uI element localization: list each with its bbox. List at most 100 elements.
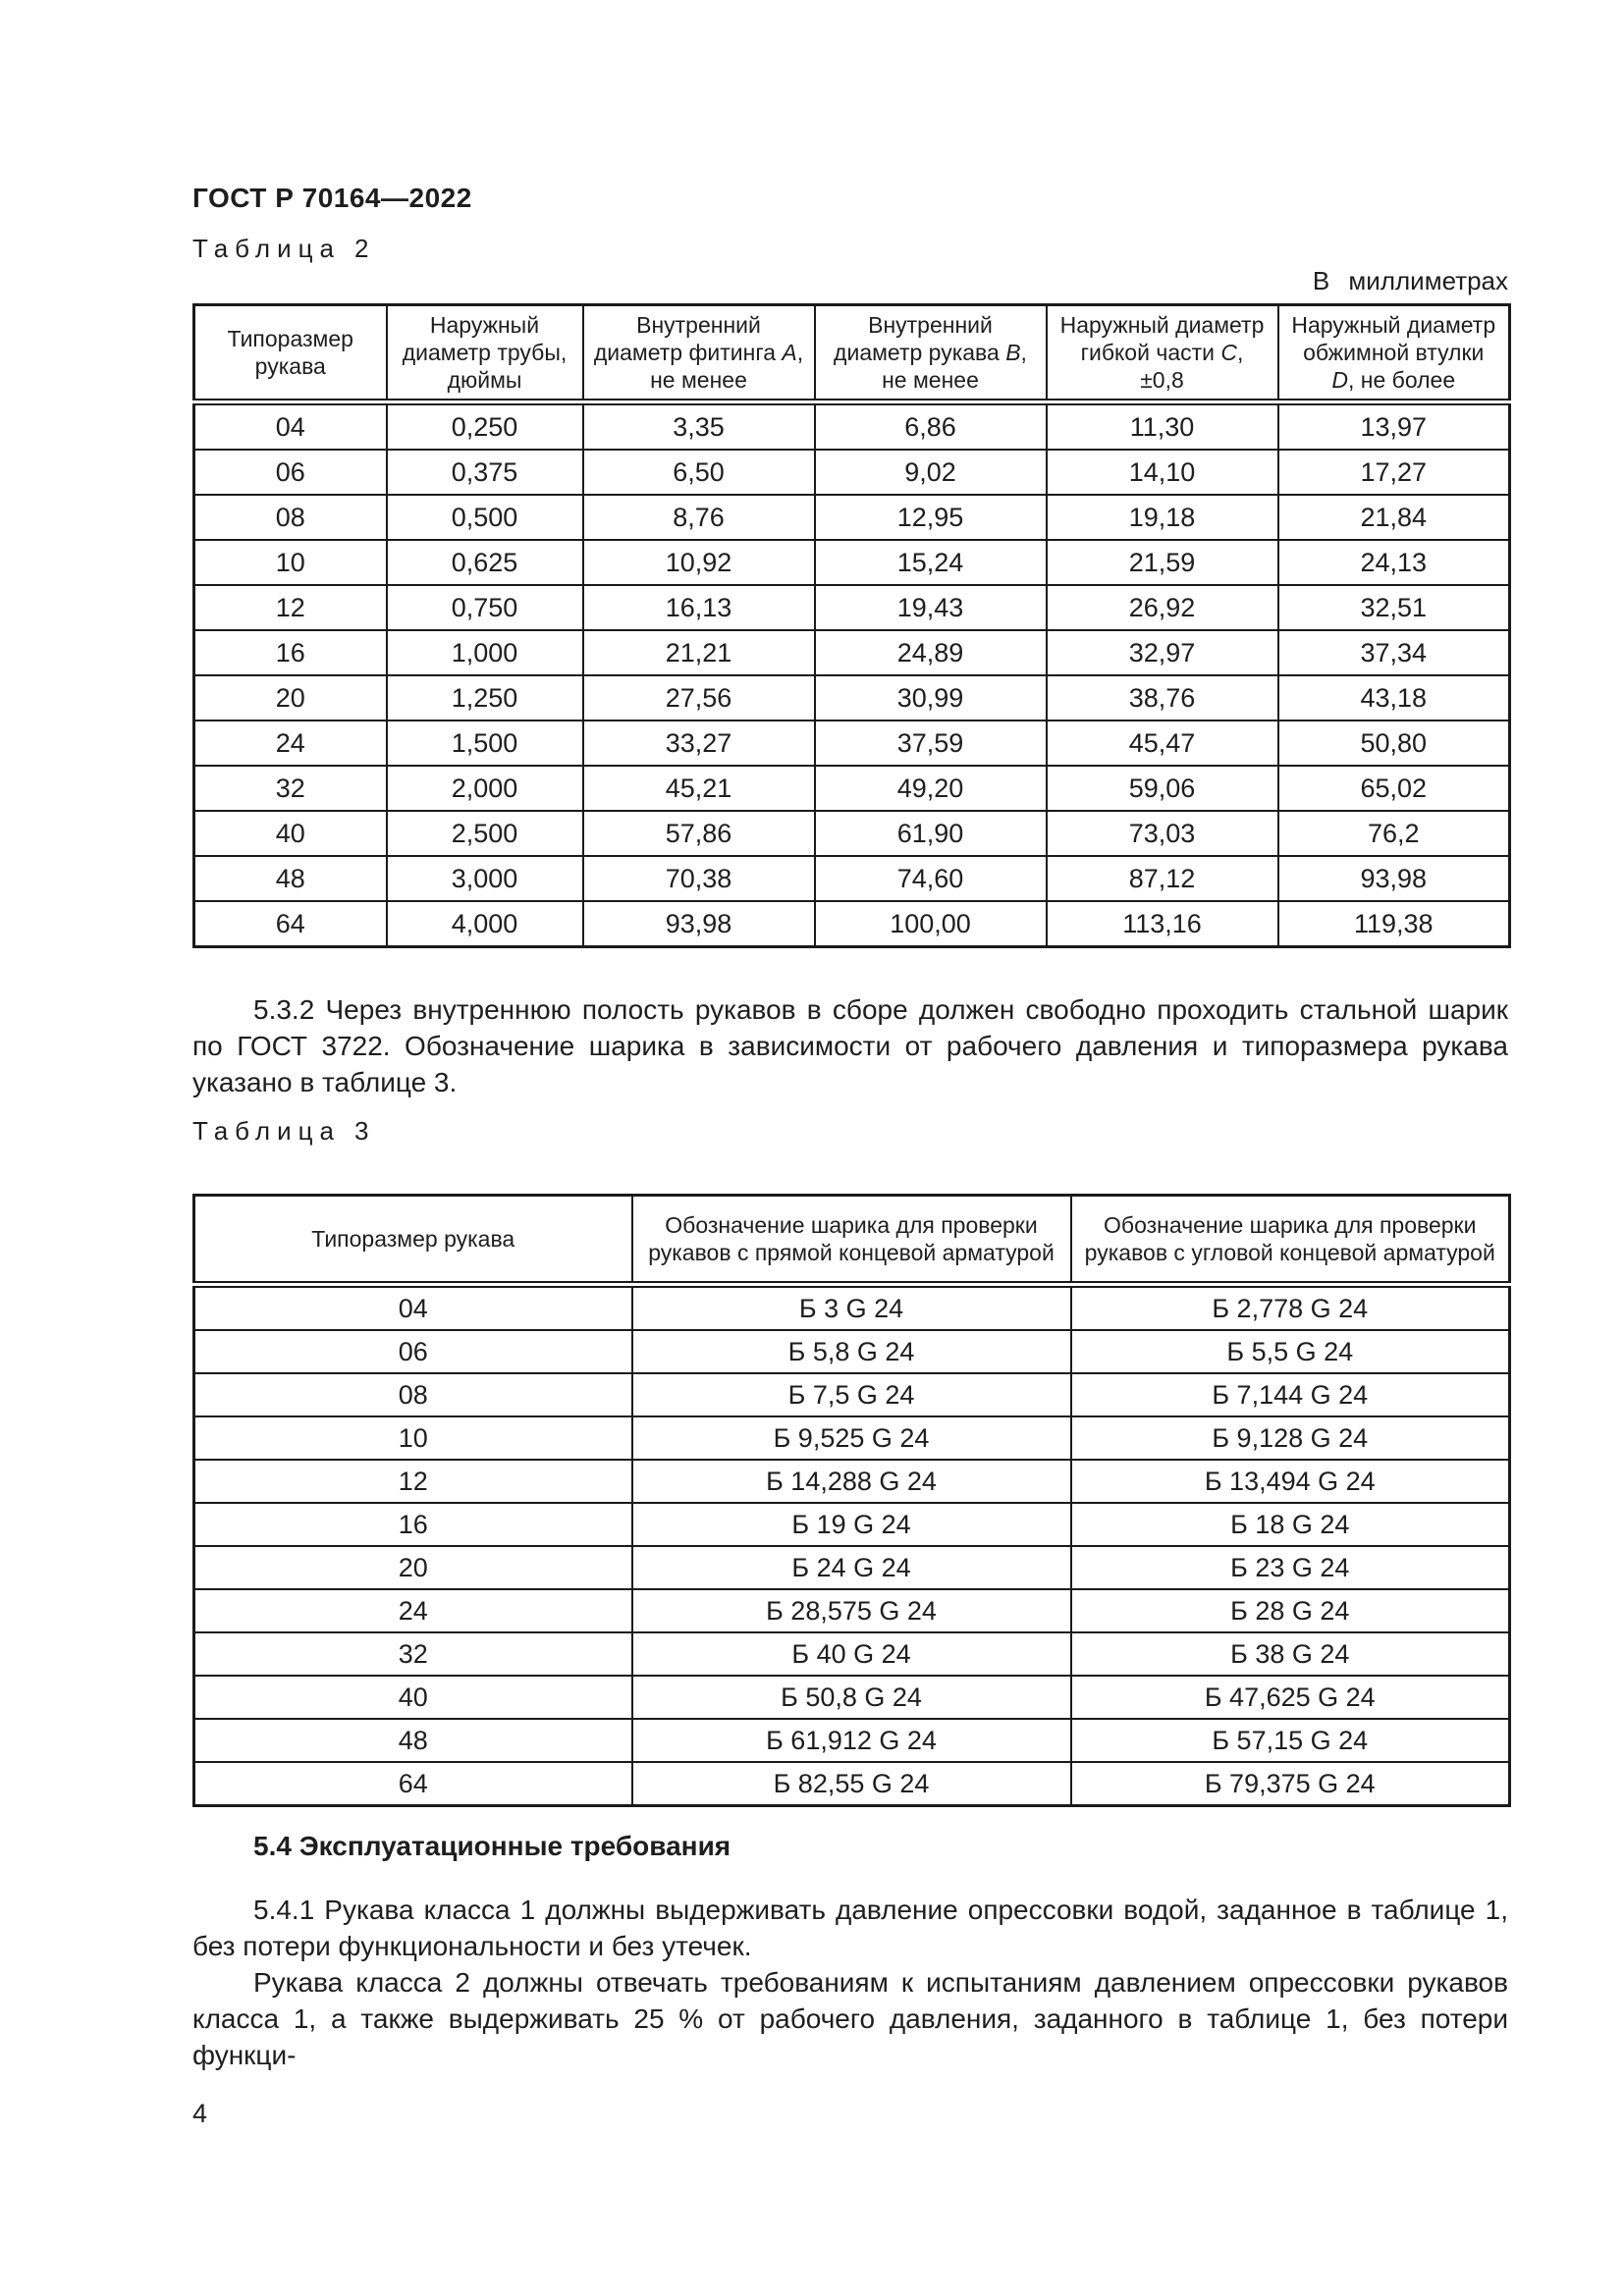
table-cell: 19,43 xyxy=(813,584,1048,631)
table-cell: 33,27 xyxy=(581,720,816,767)
table-cell: 0,500 xyxy=(385,494,584,541)
table-cell: Б 5,8 G 24 xyxy=(630,1329,1072,1374)
table-cell: 08 xyxy=(192,1372,633,1417)
column-header: Типоразмер рукава xyxy=(192,1194,633,1288)
table3-caption-word: Таблица xyxy=(192,1116,341,1146)
table-2-header-row: Типоразмер рукава Наружный диаметр трубы,… xyxy=(192,303,1511,405)
header-text: Типоразмер рукава xyxy=(227,326,353,379)
table-cell: 21,21 xyxy=(581,629,816,676)
table-cell: 32 xyxy=(192,765,388,812)
table3-caption-number: 3 xyxy=(353,1116,369,1146)
table-cell: 24 xyxy=(192,720,388,767)
table-row: 48 Б 61,912 G 24 Б 57,15 G 24 xyxy=(192,1718,1511,1763)
table-cell: 0,375 xyxy=(385,449,584,496)
table-row: 24 1,500 33,27 37,59 45,47 50,80 xyxy=(192,720,1511,767)
table-cell: 37,59 xyxy=(813,720,1048,767)
column-header: Обозначение шарика для проверки рукавов … xyxy=(1069,1194,1511,1288)
header-text: Наружный диаметр гибкой части xyxy=(1059,312,1265,365)
table-cell: Б 28,575 G 24 xyxy=(630,1588,1072,1633)
table-cell: 43,18 xyxy=(1276,674,1511,721)
table-cell: 93,98 xyxy=(1276,855,1511,902)
table-cell: Б 3 G 24 xyxy=(630,1283,1072,1331)
table-cell: 4,000 xyxy=(385,900,584,948)
table-row: 04 0,250 3,35 6,86 11,30 13,97 xyxy=(192,400,1511,451)
paragraph-5-4-1: 5.4.1 Рукава класса 1 должны выдерживать… xyxy=(192,1895,1508,1961)
dimension-letter: C xyxy=(1220,340,1238,365)
table-cell: Б 40 G 24 xyxy=(630,1631,1072,1677)
table-row: 20 Б 24 G 24 Б 23 G 24 xyxy=(192,1545,1511,1590)
table-cell: Б 14,288 G 24 xyxy=(630,1459,1072,1504)
table-cell: 14,10 xyxy=(1045,449,1279,496)
table-cell: 119,38 xyxy=(1276,900,1511,948)
table-cell: Б 2,778 G 24 xyxy=(1069,1283,1511,1331)
table-cell: Б 5,5 G 24 xyxy=(1069,1329,1511,1374)
table2-caption: Таблица 2 xyxy=(192,234,1508,264)
table-cell: 0,250 xyxy=(385,400,584,451)
table-cell: Б 79,375 G 24 xyxy=(1069,1761,1511,1807)
table-cell: 74,60 xyxy=(813,855,1048,902)
table-cell: 16 xyxy=(192,629,388,676)
table-cell: 20 xyxy=(192,674,388,721)
table-cell: Б 7,144 G 24 xyxy=(1069,1372,1511,1417)
dimension-letter: B xyxy=(1005,340,1021,365)
table-row: 06 0,375 6,50 9,02 14,10 17,27 xyxy=(192,449,1511,496)
table-cell: 64 xyxy=(192,900,388,948)
header-text: Внутренний диаметр фитинга xyxy=(593,312,783,365)
table-cell: 16,13 xyxy=(581,584,816,631)
table-cell: 70,38 xyxy=(581,855,816,902)
table-row: 10 Б 9,525 G 24 Б 9,128 G 24 xyxy=(192,1415,1511,1461)
table-row: 12 Б 14,288 G 24 Б 13,494 G 24 xyxy=(192,1459,1511,1504)
table-cell: 45,21 xyxy=(581,765,816,812)
table-cell: 61,90 xyxy=(813,810,1048,857)
header-text: Внутренний диаметр рукава xyxy=(834,312,1006,365)
table-cell: 04 xyxy=(192,400,388,451)
table-cell: 50,80 xyxy=(1276,720,1511,767)
table-cell: 06 xyxy=(192,449,388,496)
table-row: 16 Б 19 G 24 Б 18 G 24 xyxy=(192,1502,1511,1547)
dimension-letter: D xyxy=(1331,367,1348,393)
table2-caption-number: 2 xyxy=(353,234,369,263)
header-text: Наружный диаметр обжимной втулки xyxy=(1291,312,1496,365)
doc-number-header: ГОСТ Р 70164—2022 xyxy=(192,183,472,213)
table-cell: 48 xyxy=(192,1718,633,1763)
table-row: 20 1,250 27,56 30,99 38,76 43,18 xyxy=(192,674,1511,721)
table-cell: 08 xyxy=(192,494,388,541)
table-cell: Б 9,525 G 24 xyxy=(630,1415,1072,1461)
table-row: 32 2,000 45,21 49,20 59,06 65,02 xyxy=(192,765,1511,812)
table-cell: Б 38 G 24 xyxy=(1069,1631,1511,1677)
table-cell: 9,02 xyxy=(813,449,1048,496)
paragraph-5-4-1-class2: Рукава класса 2 должны отвечать требован… xyxy=(192,1967,1508,2070)
table-cell: 3,000 xyxy=(385,855,584,902)
table-row: 40 Б 50,8 G 24 Б 47,625 G 24 xyxy=(192,1675,1511,1720)
table-row: 64 4,000 93,98 100,00 113,16 119,38 xyxy=(192,900,1511,948)
table-cell: 1,500 xyxy=(385,720,584,767)
table-cell: 15,24 xyxy=(813,539,1048,586)
table-cell: 1,000 xyxy=(385,629,584,676)
table-cell: 76,2 xyxy=(1276,810,1511,857)
table-cell: 24 xyxy=(192,1588,633,1633)
table-cell: 26,92 xyxy=(1045,584,1279,631)
table-cell: Б 47,625 G 24 xyxy=(1069,1675,1511,1720)
table-cell: Б 57,15 G 24 xyxy=(1069,1718,1511,1763)
table-cell: Б 28 G 24 xyxy=(1069,1588,1511,1633)
table-row: 16 1,000 21,21 24,89 32,97 37,34 xyxy=(192,629,1511,676)
table-row: 24 Б 28,575 G 24 Б 28 G 24 xyxy=(192,1588,1511,1633)
table-cell: 37,34 xyxy=(1276,629,1511,676)
units-note: В миллиметрах xyxy=(1312,266,1508,295)
table2-caption-word: Таблица xyxy=(192,234,341,263)
table-cell: Б 19 G 24 xyxy=(630,1502,1072,1547)
dimension-letter: A xyxy=(782,340,797,365)
table-cell: 6,86 xyxy=(813,400,1048,451)
table-cell: 24,13 xyxy=(1276,539,1511,586)
table-cell: 20 xyxy=(192,1545,633,1590)
table-cell: 32,97 xyxy=(1045,629,1279,676)
table-cell: 45,47 xyxy=(1045,720,1279,767)
table-cell: Б 13,494 G 24 xyxy=(1069,1459,1511,1504)
header-text: , xyxy=(1237,340,1244,365)
table-row: 10 0,625 10,92 15,24 21,59 24,13 xyxy=(192,539,1511,586)
table-3-header-row: Типоразмер рукава Обозначение шарика для … xyxy=(192,1194,1511,1288)
column-header: Типоразмер рукава xyxy=(192,303,388,405)
header-text: Обозначение шарика для проверки рукавов … xyxy=(648,1212,1055,1265)
column-header: Наружный диаметр гибкой части C, ±0,8 xyxy=(1045,303,1279,405)
